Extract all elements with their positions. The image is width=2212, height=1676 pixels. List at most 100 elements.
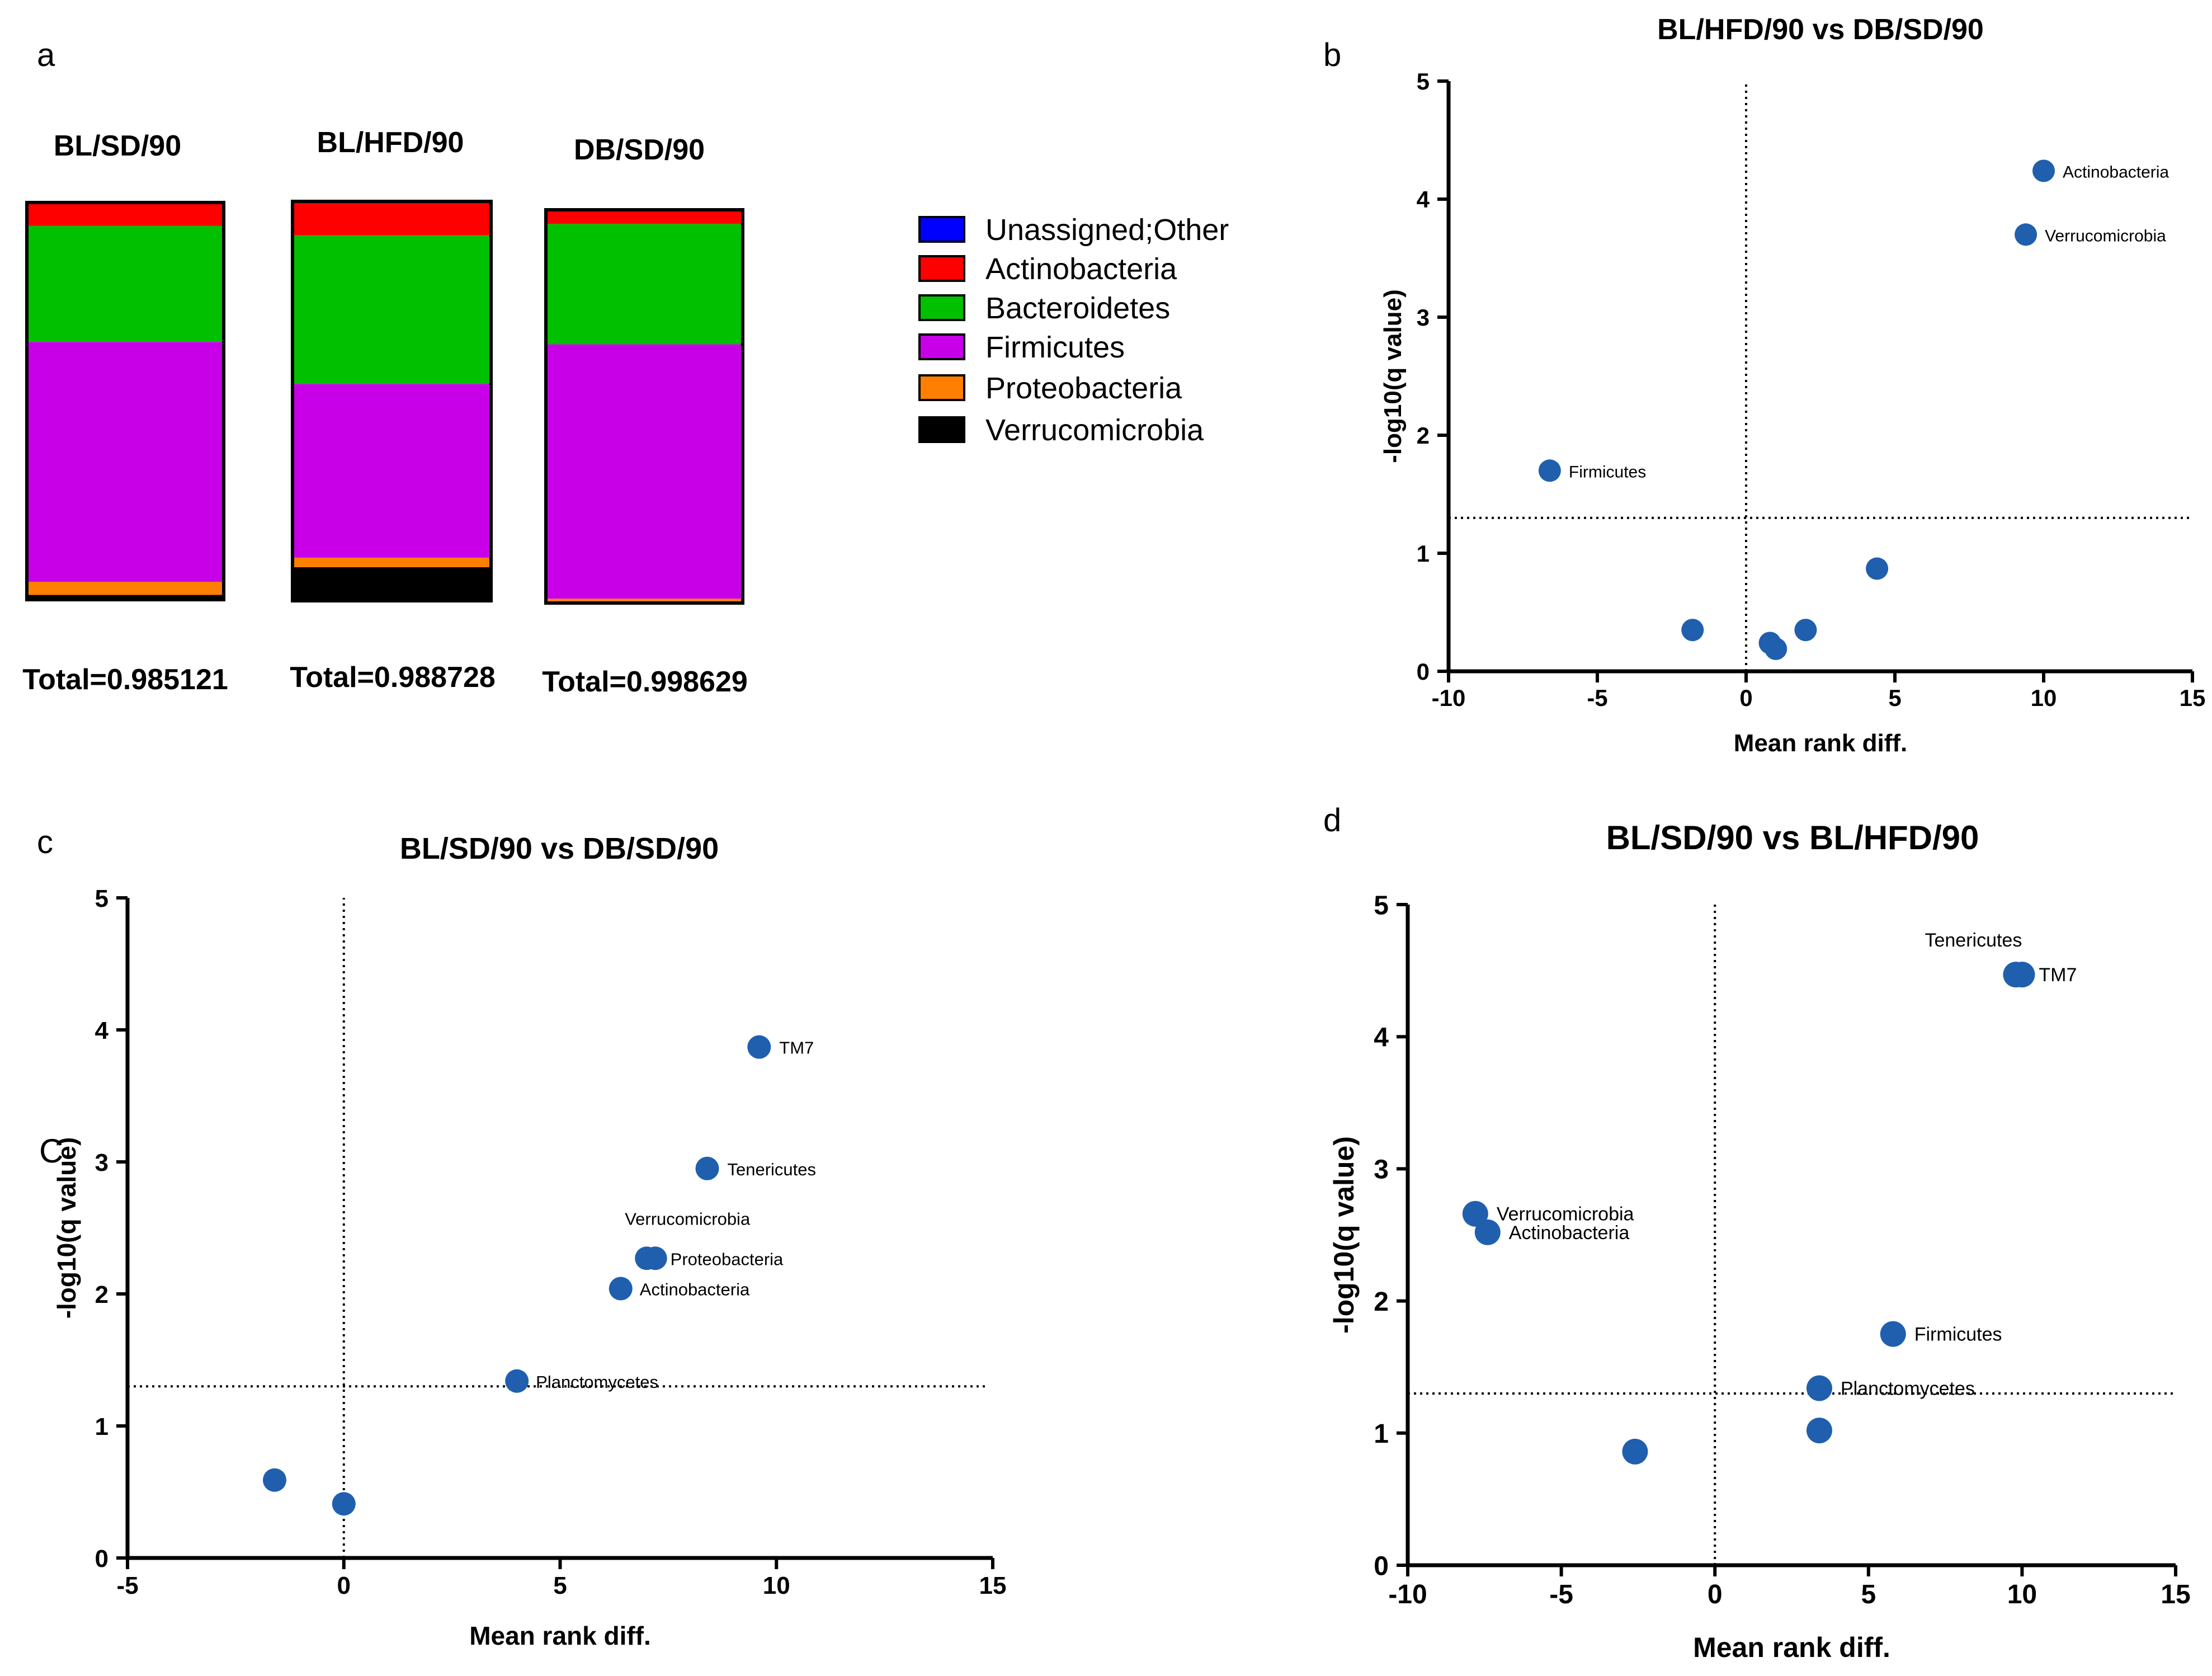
data-point (2032, 159, 2055, 182)
legend-label: Firmicutes (985, 331, 1125, 364)
data-point (1880, 1321, 1906, 1347)
legend-item: Bacteroidetes (918, 291, 1170, 325)
data-point-label: TM7 (2039, 964, 2077, 986)
data-point-label: Actinobacteria (1509, 1222, 1630, 1244)
panel-letter-d: d (1323, 802, 1341, 839)
legend-swatch (918, 416, 965, 443)
data-point-label: Verrucomicrobia (625, 1209, 751, 1228)
chart-title: BL/SD/90 vs DB/SD/90 (400, 832, 719, 865)
y-tick-label: 3 (1417, 304, 1430, 331)
legend-item: Firmicutes (918, 331, 1125, 364)
bar-segment-bacteroidetes (546, 224, 743, 345)
data-point (505, 1369, 529, 1393)
bar-total-1: Total=0.985121 (22, 663, 228, 696)
bar-outline (291, 200, 493, 602)
legend-swatch (918, 374, 965, 401)
stray-letter-c: C (39, 1132, 63, 1170)
bar-segment-actinobacteria (546, 210, 743, 224)
x-axis-label: Mean rank diff. (1734, 729, 1908, 757)
legend-swatch (918, 333, 965, 360)
y-tick-label: 3 (1374, 1155, 1389, 1185)
y-tick-label: 0 (1417, 658, 1430, 685)
legend: Unassigned;Other Actinobacteria Bacteroide… (918, 213, 1229, 447)
bar-outline (25, 201, 225, 601)
x-tick-label: 15 (2180, 685, 2206, 711)
y-tick-label: 0 (95, 1545, 109, 1573)
y-tick-label: 2 (1374, 1287, 1389, 1317)
y-tick-label: 1 (1417, 540, 1430, 567)
legend-swatch (918, 216, 965, 243)
legend-label: Verrucomicrobia (985, 413, 1204, 447)
legend-item: Unassigned;Other (918, 213, 1229, 247)
y-tick-label: 4 (1374, 1023, 1389, 1052)
legend-swatch (918, 255, 965, 282)
bar-segment-verrucomicrobia (27, 595, 224, 600)
data-point (609, 1277, 633, 1301)
data-point (1866, 557, 1889, 580)
data-point-label: Verrucomicrobia (1497, 1204, 1634, 1225)
bar-title-3: DB/SD/90 (574, 134, 705, 166)
x-tick-label: -10 (1388, 1580, 1427, 1609)
y-tick-label: 5 (1417, 68, 1430, 95)
stacked-bar-2: BL/HFD/90 Total=0.988728 (290, 126, 496, 694)
x-tick-label: 15 (979, 1572, 1007, 1599)
data-point-label: Planctomycetes (1841, 1378, 1975, 1399)
bar-title-2: BL/HFD/90 (317, 126, 464, 159)
data-point (695, 1156, 719, 1180)
y-axis-label: -log10(q value) (1379, 289, 1407, 463)
data-point (1681, 619, 1704, 642)
data-point (1765, 637, 1787, 660)
data-point-label: Proteobacteria (671, 1249, 784, 1269)
data-point (2009, 962, 2035, 988)
bar-segment-verrucomicrobia (293, 567, 491, 601)
data-point-label: Firmicutes (1569, 463, 1646, 481)
x-tick-label: 10 (2007, 1580, 2037, 1609)
volcano-plot-b: BL/HFD/90 vs DB/SD/90 -10 -5 0 5 10 15 0 1 2 3 4 5 Me… (1379, 13, 2205, 757)
legend-label: Bacteroidetes (985, 291, 1170, 325)
bar-title-1: BL/SD/90 (54, 130, 181, 162)
bar-segment-firmicutes (546, 344, 743, 599)
bar-segment-bacteroidetes (293, 235, 491, 384)
y-tick-label: 5 (95, 885, 109, 912)
data-point-label: Planctomycetes (536, 1372, 658, 1392)
data-point (262, 1468, 286, 1492)
bar-segment-firmicutes (293, 384, 491, 558)
data-point (1806, 1375, 1832, 1401)
x-tick-label: 0 (1739, 685, 1752, 711)
bar-total-3: Total=0.998629 (542, 666, 748, 698)
x-tick-label: -5 (1587, 685, 1607, 711)
bar-total-2: Total=0.988728 (290, 661, 496, 694)
data-point (1462, 1200, 1488, 1227)
data-point (2015, 223, 2038, 246)
x-tick-label: -5 (116, 1572, 138, 1599)
x-axis-label: Mean rank diff. (469, 1621, 651, 1650)
data-point (1622, 1438, 1648, 1465)
y-tick-label: 5 (1374, 891, 1389, 920)
x-axis-label: Mean rank diff. (1693, 1632, 1890, 1663)
data-point (1538, 459, 1561, 482)
x-tick-label: -10 (1432, 685, 1466, 711)
x-tick-label: 10 (2031, 685, 2057, 711)
x-tick-label: -5 (1549, 1580, 1573, 1609)
legend-item: Proteobacteria (918, 371, 1182, 405)
data-point-label: Firmicutes (1914, 1324, 2002, 1345)
data-point (747, 1035, 771, 1059)
stacked-bar-panel: BL/SD/90 Total=0.985121 BL/HFD/90 Total=0.9… (22, 126, 748, 698)
bar-segment-firmicutes (27, 342, 224, 582)
bar-segment-proteobacteria (546, 599, 743, 602)
data-point-label: TM7 (779, 1038, 814, 1058)
x-tick-label: 5 (1861, 1580, 1876, 1609)
data-point (643, 1246, 667, 1270)
y-tick-label: 1 (95, 1413, 109, 1440)
x-tick-label: 5 (553, 1572, 567, 1599)
x-tick-label: 5 (1888, 685, 1901, 711)
y-axis-label: -log10(q value) (52, 1137, 81, 1319)
bar-segment-bacteroidetes (27, 225, 224, 342)
y-tick-label: 1 (1374, 1419, 1389, 1449)
x-tick-label: 0 (337, 1572, 351, 1599)
volcano-plot-d: BL/SD/90 vs BL/HFD/90 -10 -5 0 5 10 15 0 1 2 3 4 5 Me… (1328, 819, 2191, 1663)
stacked-bar-3: DB/SD/90 Total=0.998629 (542, 134, 748, 698)
y-tick-label: 4 (1417, 186, 1430, 213)
panel-letter-a: a (37, 37, 55, 73)
y-tick-label: 2 (95, 1281, 109, 1308)
